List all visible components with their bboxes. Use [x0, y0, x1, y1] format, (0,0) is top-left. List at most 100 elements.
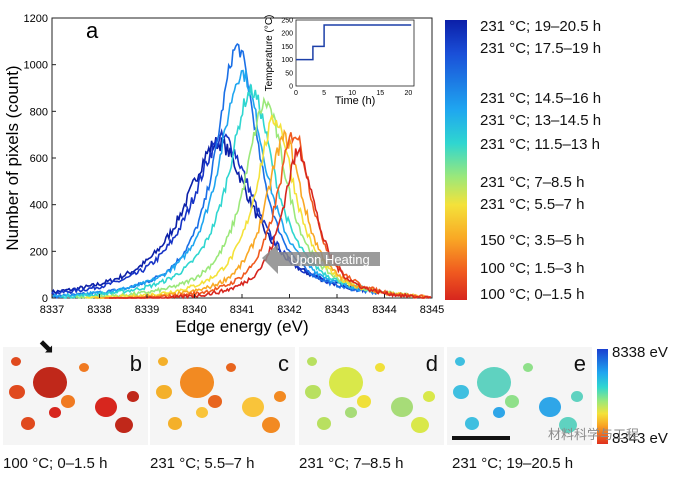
legend-entry: 231 °C; 7–8.5 h	[480, 174, 585, 191]
map-colorbar-bottom-label: 8343 eV	[612, 430, 668, 447]
panel-label-a: a	[86, 18, 99, 43]
particle-blob	[391, 397, 413, 417]
inset-x-tick-label: 10	[348, 90, 356, 97]
inset-y-tick-label: 0	[289, 84, 293, 91]
particle-blob	[523, 363, 533, 372]
inset-x-tick-label: 0	[294, 90, 298, 97]
particle-blob	[262, 417, 280, 434]
particle-blob	[95, 397, 117, 417]
y-tick-label: 800	[30, 106, 48, 118]
particle-blob	[423, 391, 435, 402]
map-panel-b: b	[3, 347, 148, 445]
series-line	[51, 136, 361, 295]
legend-entry: 231 °C; 17.5–19 h	[480, 40, 602, 57]
particle-blob	[559, 417, 577, 434]
particle-blob	[317, 417, 331, 430]
legend-entry: 231 °C; 5.5–7 h	[480, 196, 585, 213]
inset-temperature-line	[296, 24, 412, 61]
inset-y-tick-label: 50	[285, 70, 293, 77]
legend-entry: 231 °C; 14.5–16 h	[480, 90, 602, 107]
series-line	[109, 145, 432, 300]
particle-blob	[127, 391, 139, 402]
inset-y-tick-label: 250	[281, 18, 293, 25]
particle-blob	[477, 367, 511, 398]
panel-letter: d	[425, 351, 438, 376]
particle-blob	[180, 367, 214, 398]
y-tick-label: 400	[30, 200, 48, 212]
particle-blob	[168, 417, 182, 430]
watermark: 材料科学与工程	[548, 427, 640, 442]
y-axis-label: Number of pixels (count)	[3, 65, 22, 250]
x-tick-label: 8342	[277, 304, 301, 316]
pointer-arrow: ⬊	[38, 336, 55, 358]
legend-entry: 231 °C; 19–20.5 h	[480, 18, 602, 35]
energy-map-colorbar	[597, 349, 608, 444]
x-tick-label: 8345	[420, 304, 444, 316]
y-tick-label: 600	[30, 153, 48, 165]
scale-bar	[452, 436, 510, 440]
map-colorbar-top-label: 8338 eV	[612, 344, 668, 361]
legend-entry: 231 °C; 13–14.5 h	[480, 112, 602, 129]
particle-blob	[307, 357, 317, 366]
map-panel-e: e	[447, 347, 592, 445]
panel-caption: 231 °C; 5.5–7 h	[150, 455, 255, 472]
particle-blob	[505, 395, 519, 408]
inset-y-label: Temperature (°C)	[264, 15, 275, 92]
particle-blob	[208, 395, 222, 408]
legend-entry: 100 °C; 0–1.5 h	[480, 286, 585, 303]
inset-y-tick-label: 200	[281, 31, 293, 38]
particle-blob	[411, 417, 429, 434]
panel-caption: 231 °C; 19–20.5 h	[452, 455, 574, 472]
particle-blob	[33, 367, 67, 398]
y-tick-label: 200	[30, 246, 48, 258]
panel-caption: 231 °C; 7–8.5 h	[299, 455, 404, 472]
particle-blob	[465, 417, 479, 430]
particle-blob	[226, 363, 236, 372]
particle-blob	[274, 391, 286, 402]
time-colorbar	[445, 20, 467, 300]
particle-blob	[156, 385, 172, 400]
upon-heating-arrow: Upon Heating	[262, 244, 380, 274]
particle-blob	[493, 407, 505, 418]
upon-heating-label: Upon Heating	[290, 252, 370, 267]
inset-x-label: Time (h)	[335, 95, 376, 107]
particle-blob	[455, 357, 465, 366]
inset-x-tick-label: 20	[404, 90, 412, 97]
panel-letter: b	[129, 351, 142, 376]
legend-entry: 231 °C; 11.5–13 h	[480, 136, 600, 153]
map-panel-c: c	[150, 347, 295, 445]
inset-x-tick-label: 5	[322, 90, 326, 97]
inset-x-tick-label: 15	[376, 90, 384, 97]
x-tick-label: 8343	[325, 304, 349, 316]
panel-caption: 100 °C; 0–1.5 h	[3, 455, 108, 472]
series-line	[75, 96, 409, 300]
panel-letter: c	[278, 351, 289, 376]
particle-blob	[11, 357, 21, 366]
particle-blob	[539, 397, 561, 417]
particle-blob	[571, 391, 583, 402]
series-line	[60, 84, 395, 299]
x-tick-label: 8344	[372, 304, 396, 316]
x-tick-label: 8341	[230, 304, 254, 316]
y-tick-label: 0	[42, 293, 48, 305]
particle-blob	[9, 385, 25, 400]
x-tick-label: 8337	[40, 304, 64, 316]
particle-blob	[115, 417, 133, 434]
inset-y-tick-label: 150	[281, 44, 293, 51]
particle-blob	[158, 357, 168, 366]
particle-blob	[375, 363, 385, 372]
panel-letter: e	[573, 351, 586, 376]
particle-blob	[21, 417, 35, 430]
particle-blob	[453, 385, 469, 400]
particle-blob	[49, 407, 61, 418]
legend-entry: 150 °C; 3.5–5 h	[480, 232, 585, 249]
map-panel-d: d	[299, 347, 444, 445]
series-line	[104, 132, 431, 299]
particle-blob	[61, 395, 75, 408]
x-tick-label: 8340	[182, 304, 206, 316]
particle-blob	[196, 407, 208, 418]
y-tick-label: 1200	[24, 13, 48, 25]
particle-blob	[79, 363, 89, 372]
